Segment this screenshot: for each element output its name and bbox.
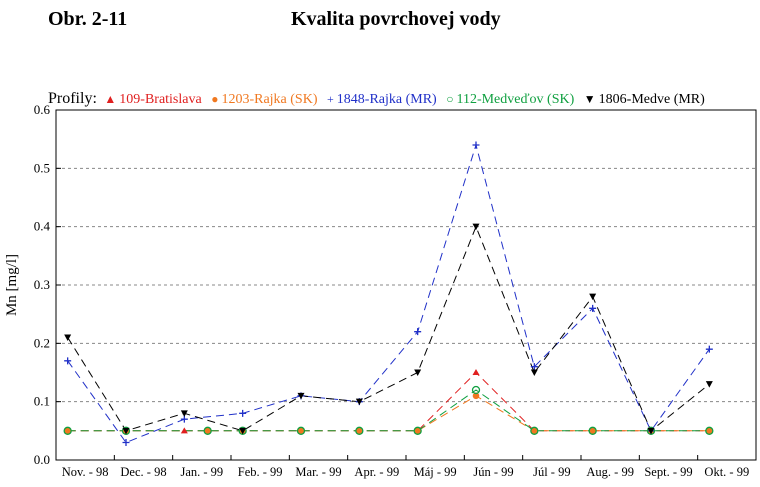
x-tick-label: Júl - 99 [533, 465, 571, 479]
data-point [122, 427, 130, 435]
data-point [64, 334, 72, 341]
data-point [472, 392, 480, 400]
chart-title: Kvalita povrchovej vody [291, 8, 501, 30]
x-tick-label: Okt. - 99 [704, 465, 749, 479]
data-point [296, 426, 306, 435]
data-point [647, 427, 655, 435]
x-tick-label: Apr. - 99 [354, 465, 399, 479]
data-point [530, 426, 539, 435]
data-point [239, 427, 247, 435]
data-point [705, 345, 713, 353]
data-point [64, 427, 71, 435]
legend-label: 1848-Rajka (MR) [336, 92, 437, 107]
data-point [530, 369, 538, 376]
data-point [203, 426, 212, 435]
y-axis-label: Mn [mg/l] [4, 254, 20, 316]
x-tick-label: Aug. - 99 [586, 465, 634, 479]
data-point [63, 426, 72, 435]
data-point [414, 369, 422, 376]
legend-label: 109-Bratislava [119, 92, 202, 107]
legend-entry-rajka-sk: ● 1203-Rajka (SK) [211, 92, 321, 107]
legend: Profily: ▲ 109-Bratislava ● 1203-Rajka (SK… [48, 90, 711, 108]
data-point [355, 398, 363, 406]
x-tick-label: Mar. - 99 [295, 465, 341, 479]
y-tick-label: 0.6 [34, 102, 51, 117]
legend-entry-rajka-mr: +1848-Rajka (MR) [327, 92, 440, 107]
circle-open-icon: ○ [446, 92, 454, 106]
data-point [64, 357, 72, 365]
y-tick-label: 0.5 [34, 160, 50, 175]
series-line [67, 143, 710, 444]
data-point [705, 426, 714, 435]
triangle-down-icon: ▼ [583, 92, 596, 106]
data-point [531, 427, 538, 435]
data-point [180, 410, 188, 417]
gridlines [56, 167, 756, 403]
data-point [413, 426, 422, 435]
series-line [67, 225, 710, 432]
figure-label: Obr. 2-11 [48, 8, 128, 30]
data-point [472, 141, 480, 149]
data-point [589, 427, 596, 435]
data-point [180, 427, 188, 434]
x-tick-label: Feb. - 99 [238, 465, 283, 479]
data-point [471, 385, 481, 395]
data-point [180, 415, 188, 423]
data-point [472, 223, 480, 231]
y-tick-label: 0.3 [34, 277, 50, 292]
data-point [705, 381, 713, 388]
y-tick-label: 0.1 [34, 394, 50, 409]
y-axis: 0.0 0.1 0.2 0.3 0.4 0.5 0.6 [34, 102, 61, 467]
data-point [355, 426, 364, 435]
data-point [589, 304, 597, 312]
legend-label: 1203-Rajka (SK) [221, 92, 318, 107]
y-tick-label: 0.0 [34, 452, 50, 467]
data-point [356, 427, 363, 435]
x-tick-label: Dec. - 98 [120, 465, 166, 479]
data-point [472, 369, 480, 375]
legend-label: 112-Medveďov (SK) [456, 92, 575, 107]
x-tick-label: Jún - 99 [473, 465, 513, 479]
x-tick-label: Nov. - 98 [62, 465, 109, 479]
series-markers [63, 141, 714, 446]
data-point [588, 426, 597, 435]
data-point [589, 293, 597, 301]
data-point [414, 427, 421, 435]
y-tick-label: 0.4 [34, 219, 51, 234]
triangle-up-icon: ▲ [104, 92, 117, 106]
legend-entry-medvedov-sk: ○ 112-Medveďov (SK) [446, 92, 578, 107]
data-point [297, 392, 305, 400]
data-point [297, 427, 305, 435]
legend-title: Profily: [48, 90, 97, 107]
plus-icon: + [327, 92, 334, 106]
circle-filled-icon: ● [211, 92, 219, 106]
data-point [706, 427, 713, 435]
x-tick-label: Máj - 99 [414, 465, 457, 479]
data-point [122, 439, 130, 446]
x-axis: Nov. - 98 Dec. - 98 Jan. - 99 Feb. - 99 Mar.… [55, 455, 757, 479]
series-line [67, 389, 710, 432]
series-line [67, 395, 710, 432]
legend-entry-medve-mr: ▼ 1806-Medve (MR) [584, 92, 705, 107]
data-point [204, 427, 211, 435]
series-lines [67, 143, 710, 444]
x-tick-label: Sept. - 99 [644, 465, 692, 479]
legend-label: 1806-Medve (MR) [598, 92, 705, 107]
data-point [414, 328, 422, 336]
y-tick-label: 0.2 [34, 335, 50, 350]
data-point [239, 409, 247, 417]
data-point [530, 363, 538, 371]
legend-entry-bratislava: ▲ 109-Bratislava [104, 92, 205, 107]
x-tick-label: Jan. - 99 [180, 465, 223, 479]
